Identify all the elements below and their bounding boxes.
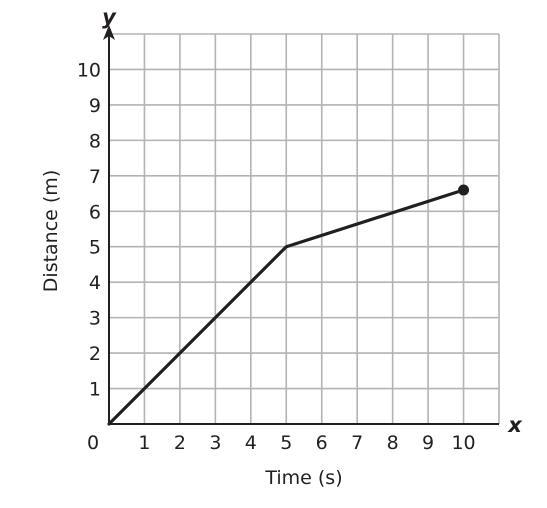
y-tick-label: 9	[89, 95, 101, 117]
x-tick-label: 9	[422, 432, 434, 454]
x-tick-label: 2	[174, 432, 186, 454]
y-tick-label: 7	[89, 166, 101, 188]
x-tick-label: 3	[209, 432, 221, 454]
axes	[103, 25, 499, 425]
y-tick-label: 1	[89, 379, 101, 401]
y-tick-label: 10	[77, 59, 101, 81]
y-tick-label: 8	[89, 130, 101, 152]
distance-line	[107, 188, 466, 426]
x-axis-title: Time (s)	[264, 467, 342, 489]
x-tick-label: 10	[451, 432, 475, 454]
grid	[109, 33, 500, 424]
origin-label: 0	[87, 432, 99, 454]
tick-labels: 1 2 3 4 5 6 7 8 9 10 1 2 3 4 5 6 7 8 9 10	[77, 59, 476, 454]
y-tick-label: 3	[89, 308, 101, 330]
x-tick-label: 1	[138, 432, 150, 454]
x-tick-label: 4	[245, 432, 257, 454]
y-tick-label: 6	[89, 201, 101, 223]
endpoint-dot	[458, 184, 470, 196]
y-tick-label: 4	[89, 272, 101, 294]
x-tick-label: 5	[280, 432, 292, 454]
y-tick-label: 5	[89, 237, 101, 259]
x-axis-letter: x	[507, 413, 523, 437]
y-axis-letter: y	[102, 5, 117, 29]
x-tick-label: 7	[351, 432, 363, 454]
y-tick-label: 2	[89, 343, 101, 365]
data-series	[107, 184, 470, 426]
y-axis-title: Distance (m)	[40, 170, 62, 292]
x-tick-label: 6	[316, 432, 328, 454]
x-tick-label: 8	[387, 432, 399, 454]
y-axis-arrowhead	[103, 25, 115, 40]
